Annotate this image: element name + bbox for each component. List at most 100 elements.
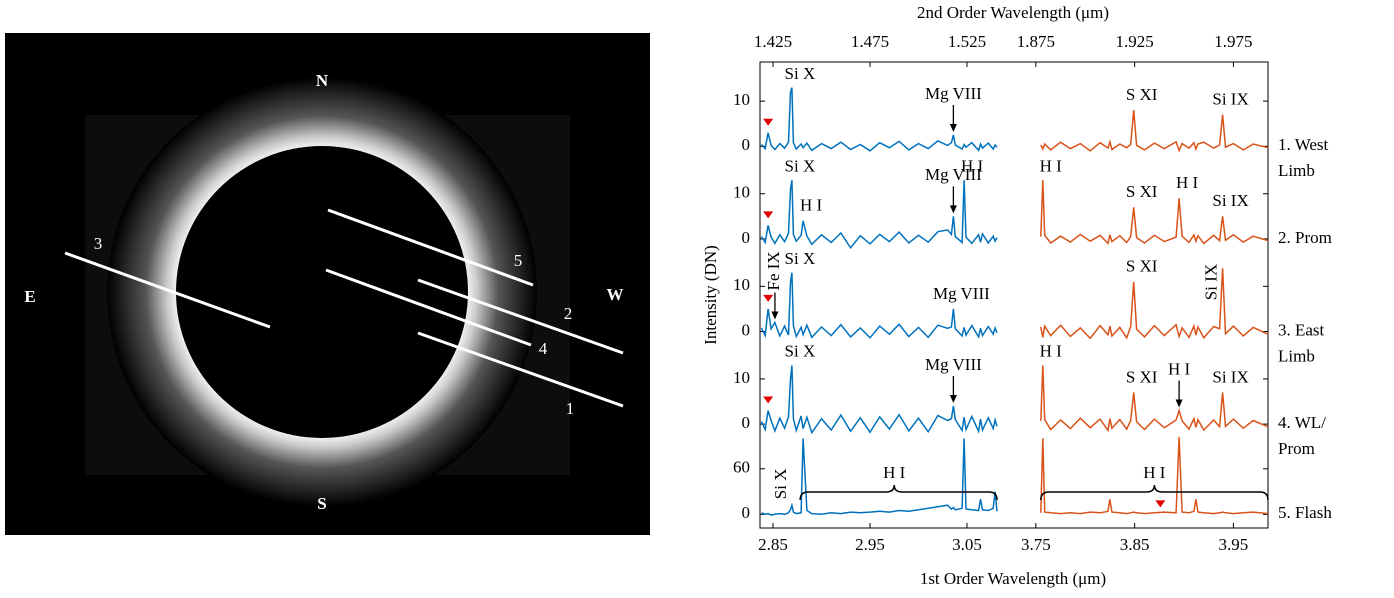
annotation-arrowhead <box>949 124 957 133</box>
cut-lines <box>64 208 624 408</box>
x2-tick-label: 1.925 <box>1116 32 1154 51</box>
y-tick-label: 10 <box>733 90 750 109</box>
annotation: Mg VIII <box>933 284 990 303</box>
annotation-arrowhead <box>771 311 779 320</box>
annotation: H I <box>1176 173 1199 192</box>
annotation: H I <box>800 196 823 215</box>
annotation: Si X <box>785 157 816 176</box>
annotation: Si IX <box>1212 367 1248 386</box>
panel-label: Limb <box>1278 161 1315 180</box>
cut-label: 5 <box>514 251 523 270</box>
y-tick-label: 10 <box>733 275 750 294</box>
annotation: Si X <box>771 469 790 500</box>
panel-label: 1. West <box>1278 135 1329 154</box>
annotation-arrowhead <box>949 205 957 214</box>
y-tick-label: 0 <box>742 135 751 154</box>
annotation: H I <box>1040 342 1063 361</box>
line-marker <box>763 118 774 126</box>
annotation: Si X <box>785 64 816 83</box>
annotation: Si X <box>785 342 816 361</box>
annotation: Fe IX <box>764 251 783 290</box>
line-marker <box>763 294 774 302</box>
annotation: H I <box>1168 359 1191 378</box>
panel-label: 5. Flash <box>1278 503 1332 522</box>
annotation-arrowhead <box>1175 399 1183 408</box>
direction-label: N <box>316 71 329 90</box>
y-tick-label: 0 <box>742 413 751 432</box>
annotation: Si IX <box>1201 264 1220 300</box>
y-tick-label: 0 <box>742 503 751 522</box>
cut-line <box>64 251 271 329</box>
y-tick-label: 10 <box>733 183 750 202</box>
y-tick-label: 60 <box>733 458 750 477</box>
x-tick-label: 2.85 <box>758 535 788 554</box>
annotation-arrowhead <box>949 395 957 404</box>
annotation: Si IX <box>1212 90 1248 109</box>
spectrum-line <box>1040 436 1269 515</box>
line-marker <box>763 396 774 404</box>
eclipse-image: N S E W 1 2 3 4 5 <box>5 33 650 535</box>
spectrum-line <box>760 272 998 339</box>
annotation: S XI <box>1126 367 1158 386</box>
annotation: S XI <box>1126 85 1158 104</box>
brace <box>1040 484 1269 501</box>
annotation: Mg VIII <box>925 165 982 184</box>
x2-axis-label: 2nd Order Wavelength (μm) <box>917 3 1109 22</box>
moon-disk <box>176 146 468 438</box>
direction-label: W <box>607 285 624 304</box>
cut-label: 4 <box>539 339 548 358</box>
line-marker <box>763 211 774 219</box>
panel-label: 2. Prom <box>1278 228 1332 247</box>
annotation: Mg VIII <box>925 84 982 103</box>
spectrum-line <box>760 180 998 250</box>
cut-line <box>417 331 624 408</box>
annotation: H I <box>1143 463 1166 482</box>
cut-line <box>417 278 624 355</box>
spectrum-line <box>761 438 998 516</box>
x-tick-label: 2.95 <box>855 535 885 554</box>
annotation: Mg VIII <box>925 355 982 374</box>
annotation: Si IX <box>1212 191 1248 210</box>
cut-label: 1 <box>566 399 575 418</box>
annotation: S XI <box>1126 182 1158 201</box>
y-tick-label: 10 <box>733 368 750 387</box>
y-tick-label: 0 <box>742 320 751 339</box>
annotation: S XI <box>1126 257 1158 276</box>
cut-line <box>325 268 532 347</box>
x-axis-label: 1st Order Wavelength (μm) <box>920 569 1106 588</box>
annotation: Si X <box>785 249 816 268</box>
direction-label: S <box>317 494 326 513</box>
annotation: H I <box>961 157 984 176</box>
x-tick-label: 3.95 <box>1219 535 1249 554</box>
y-axis-label: Intensity (DN) <box>701 245 720 345</box>
panel-label: Limb <box>1278 346 1315 365</box>
direction-label: E <box>24 287 35 306</box>
annotation: H I <box>883 463 906 482</box>
cut-label: 3 <box>94 234 103 253</box>
x2-tick-label: 1.475 <box>851 32 889 51</box>
plot-frame <box>759 61 1269 529</box>
y-tick-label: 0 <box>742 228 751 247</box>
panel-label: 3. East <box>1278 320 1325 339</box>
spectrum-line <box>1040 110 1269 153</box>
x-tick-label: 3.85 <box>1120 535 1150 554</box>
spectrum-line <box>760 87 998 152</box>
cut-label: 2 <box>564 304 573 323</box>
spectrum-line <box>1040 365 1269 433</box>
x-tick-label: 3.05 <box>952 535 982 554</box>
x2-tick-label: 1.425 <box>754 32 792 51</box>
annotation: H I <box>1040 157 1063 176</box>
x-tick-label: 3.75 <box>1021 535 1051 554</box>
panel-label: Prom <box>1278 439 1315 458</box>
brace <box>799 484 998 501</box>
x2-tick-label: 1.975 <box>1214 32 1252 51</box>
cut-line <box>327 208 534 287</box>
line-marker <box>1155 500 1166 508</box>
panel-label: 4. WL/ <box>1278 413 1326 432</box>
x2-tick-label: 1.525 <box>948 32 986 51</box>
x2-tick-label: 1.875 <box>1017 32 1055 51</box>
spectrum-line <box>760 365 998 435</box>
spectrum-line <box>1040 268 1269 340</box>
